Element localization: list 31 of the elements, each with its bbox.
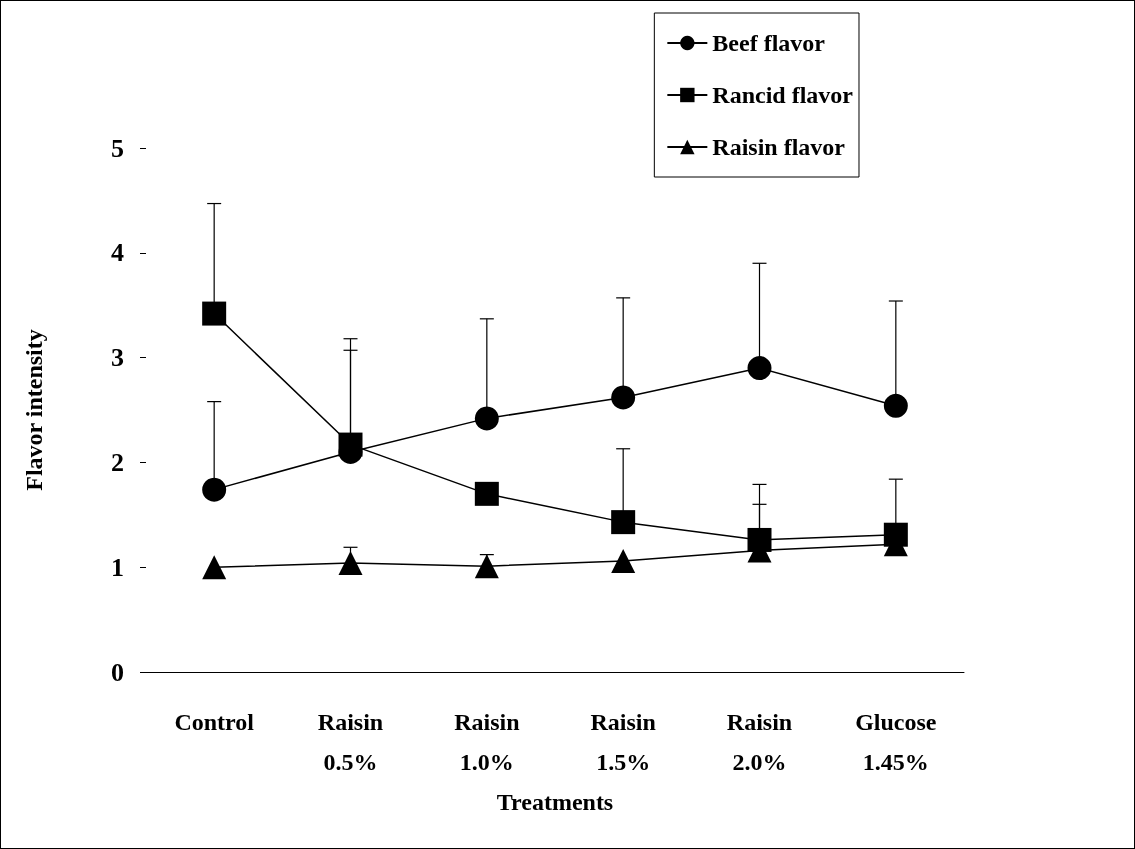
x-tick-label: Raisin 0.5%	[317, 709, 384, 775]
point	[474, 406, 499, 431]
y-tick-label: 1	[111, 552, 124, 582]
point	[202, 301, 227, 326]
legend-label: Raisin flavor	[712, 134, 846, 160]
y-tick-label: 5	[111, 133, 124, 163]
point	[747, 527, 772, 552]
point	[611, 548, 636, 573]
point	[202, 477, 227, 502]
point	[883, 522, 908, 547]
point	[474, 554, 499, 579]
point	[611, 385, 636, 410]
x-tick-label: Raisin 2.0%	[726, 709, 793, 775]
legend-label: Rancid flavor	[712, 82, 854, 108]
x-axis-title: Treatments	[496, 789, 614, 815]
x-tick-label: Raisin 1.5%	[590, 709, 656, 775]
point	[338, 551, 363, 576]
x-tick-label: Glucose 1.45%	[855, 709, 937, 775]
y-tick-label: 0	[111, 657, 124, 687]
x-tick-label: Control	[174, 709, 255, 735]
point	[611, 510, 636, 535]
legend-label: Beef flavor	[712, 30, 826, 56]
y-tick-label: 3	[111, 343, 124, 373]
point	[474, 481, 499, 506]
y-tick-label: 4	[111, 238, 124, 268]
point	[202, 555, 227, 580]
y-axis-title: Flavor intensity	[21, 329, 47, 491]
y-tick-label: 2	[111, 447, 124, 477]
point	[883, 393, 908, 418]
x-tick-label: Raisin 1.0%	[454, 709, 520, 775]
point	[747, 356, 772, 381]
